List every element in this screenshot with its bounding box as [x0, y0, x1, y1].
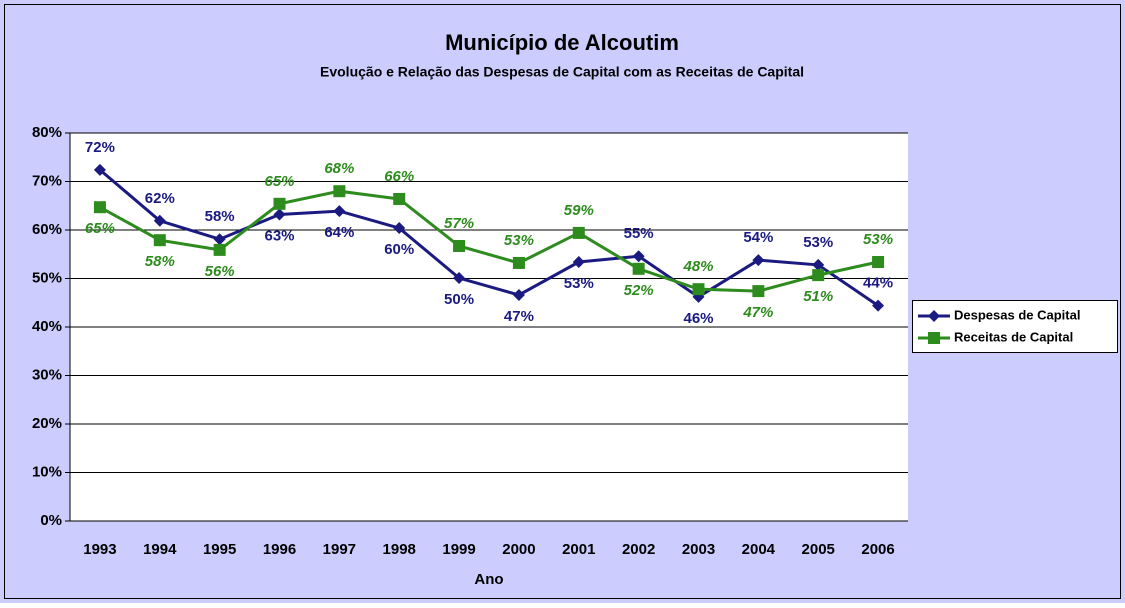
data-label: 52% [624, 282, 654, 299]
line-marker [273, 208, 286, 221]
y-tick-label: 60% [32, 221, 62, 238]
line-marker [928, 310, 940, 322]
data-label: 46% [683, 310, 713, 327]
chart-border [4, 4, 1121, 599]
data-label: 72% [85, 139, 115, 156]
data-label: 48% [682, 258, 713, 275]
x-tick-label: 1998 [383, 541, 416, 558]
x-tick-label: 1999 [442, 541, 475, 558]
data-label: 65% [264, 173, 294, 190]
data-label: 50% [444, 291, 474, 308]
chart-subtitle: Evolução e Relação das Despesas de Capit… [320, 64, 804, 80]
line-marker [393, 222, 406, 235]
y-tick-label: 50% [32, 269, 62, 286]
x-tick-label: 2003 [682, 541, 715, 558]
legend-label: Receitas de Capital [954, 329, 1073, 344]
line-marker [572, 226, 585, 239]
data-label: 53% [803, 234, 833, 251]
line-marker [213, 243, 226, 256]
data-label: 66% [384, 168, 414, 185]
line-marker [153, 234, 166, 247]
data-label: 53% [504, 232, 534, 249]
data-label: 53% [564, 275, 594, 292]
line-marker [93, 201, 106, 214]
line-marker [928, 332, 940, 344]
line-marker [153, 214, 166, 227]
data-label: 53% [863, 231, 893, 248]
line-marker [752, 285, 765, 298]
x-axis-label: Ano [474, 571, 503, 588]
y-tick-label: 20% [32, 415, 62, 432]
x-tick-label: 2000 [502, 541, 535, 558]
data-label: 51% [803, 288, 833, 305]
line-marker [752, 254, 765, 267]
series-line [98, 168, 879, 307]
data-label: 57% [444, 215, 474, 232]
data-label: 54% [743, 229, 773, 246]
line-marker [393, 192, 406, 205]
legend-label: Despesas de Capital [954, 307, 1080, 322]
line-marker [812, 258, 825, 271]
line-marker [453, 240, 466, 253]
data-label: 64% [324, 224, 354, 241]
x-tick-label: 1995 [203, 541, 236, 558]
data-label: 55% [624, 225, 654, 242]
line-marker [632, 262, 645, 275]
data-label: 60% [384, 241, 414, 258]
data-label: 62% [145, 190, 175, 207]
data-label: 58% [205, 208, 235, 225]
data-label: 59% [564, 202, 594, 219]
data-label: 63% [264, 227, 294, 244]
line-marker [512, 256, 525, 269]
data-label: 58% [145, 253, 175, 270]
data-label: 68% [324, 160, 354, 177]
data-label: 56% [205, 263, 235, 280]
line-marker [333, 185, 346, 198]
data-label: 47% [742, 304, 773, 321]
line-marker [453, 272, 466, 285]
x-tick-label: 2005 [802, 541, 835, 558]
line-marker [333, 205, 346, 218]
y-tick-label: 10% [32, 463, 62, 480]
data-label: 47% [504, 308, 534, 325]
line-marker [872, 299, 885, 312]
x-tick-label: 2006 [861, 541, 894, 558]
x-tick-label: 2001 [562, 541, 595, 558]
line-marker [692, 283, 705, 296]
line-marker [512, 288, 525, 301]
legend [912, 300, 1118, 353]
y-tick-label: 0% [40, 512, 62, 529]
data-label: 65% [85, 220, 115, 237]
x-tick-label: 1996 [263, 541, 296, 558]
x-tick-label: 1997 [323, 541, 356, 558]
y-tick-label: 70% [32, 172, 62, 189]
series-line [99, 189, 879, 293]
line-marker [93, 163, 106, 176]
line-marker [872, 256, 885, 269]
data-label: 44% [863, 275, 893, 292]
x-tick-label: 1994 [143, 541, 177, 558]
line-marker [213, 233, 226, 246]
line-marker [273, 197, 286, 210]
line-marker [812, 269, 825, 282]
y-tick-label: 40% [32, 318, 62, 335]
y-tick-label: 30% [32, 366, 62, 383]
x-tick-label: 1993 [83, 541, 116, 558]
line-marker [632, 250, 645, 263]
chart-title: Município de Alcoutim [445, 30, 679, 55]
y-tick-label: 80% [32, 124, 62, 141]
line-marker [572, 256, 585, 269]
x-tick-label: 2002 [622, 541, 655, 558]
x-tick-label: 2004 [742, 541, 776, 558]
